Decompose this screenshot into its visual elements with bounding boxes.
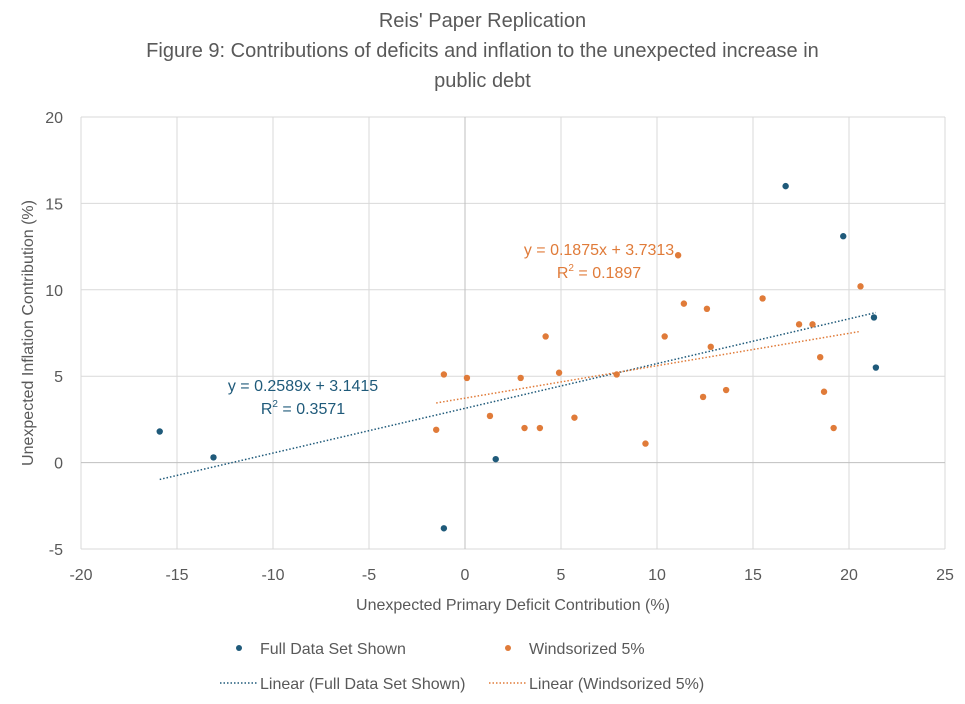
- data-point-full: [440, 525, 448, 532]
- data-point-windsorized: [674, 252, 682, 259]
- y-tick-label: 20: [45, 110, 63, 127]
- x-tick-label: 15: [744, 567, 762, 584]
- data-point-full: [782, 182, 789, 190]
- x-tick-label: 0: [461, 567, 470, 584]
- trendline-full: [159, 311, 877, 481]
- data-point-windsorized: [571, 414, 578, 421]
- data-point-windsorized: [817, 353, 824, 361]
- data-point-full: [840, 233, 847, 240]
- data-point-windsorized: [536, 424, 544, 432]
- x-tick-label: 10: [648, 567, 666, 584]
- r2-label-windsorized: R: [557, 265, 569, 282]
- legend-trend-windsorized: Linear (Windsorized 5%): [529, 676, 704, 693]
- y-tick-label: 0: [54, 456, 63, 473]
- data-point-windsorized: [463, 374, 471, 382]
- data-point-windsorized: [521, 424, 528, 432]
- x-tick-label: 5: [557, 567, 566, 584]
- data-point-windsorized: [820, 388, 828, 395]
- trend-equation-full-text: y = 0.2589x + 3.1415: [228, 378, 378, 395]
- data-point-full: [210, 454, 217, 461]
- r2-sup-windsorized: 2: [568, 263, 574, 274]
- y-tick-label: -5: [49, 542, 63, 559]
- data-point-windsorized: [759, 295, 766, 302]
- data-point-full: [492, 455, 499, 463]
- r2-value-full: = 0.3571: [278, 401, 345, 418]
- data-point-windsorized: [517, 374, 524, 382]
- data-point-windsorized: [433, 426, 440, 433]
- trendline-windsorized: [436, 330, 861, 404]
- y-tick-label: 10: [45, 283, 63, 300]
- data-point-windsorized: [830, 424, 837, 432]
- y-axis-label: Unexpected Inflation Contribution (%): [20, 200, 37, 466]
- data-point-windsorized: [642, 440, 649, 447]
- data-point-windsorized: [542, 333, 549, 340]
- r2-sup-full: 2: [272, 399, 278, 410]
- chart-title: Reis' Paper Replication: [378, 10, 587, 32]
- data-point-windsorized: [486, 412, 494, 420]
- trend-r2-full: R2 = 0.3571: [261, 399, 345, 418]
- x-tick-label: -10: [261, 567, 284, 584]
- data-point-full: [872, 364, 880, 371]
- trend-equation-windsorized: y = 0.1875x + 3.7313 R2 = 0.1897: [524, 242, 674, 282]
- legend-label-full: Full Data Set Shown: [260, 641, 406, 658]
- data-point-windsorized: [680, 300, 688, 307]
- data-point-windsorized: [699, 393, 707, 401]
- data-point-windsorized: [703, 305, 711, 313]
- data-point-windsorized: [555, 369, 563, 376]
- chart-subtitle-line1: Figure 9: Contributions of deficits and …: [146, 40, 819, 62]
- data-point-windsorized: [613, 371, 620, 378]
- data-point-full: [156, 428, 163, 435]
- legend-marker-full: [236, 645, 242, 651]
- r2-value-windsorized: = 0.1897: [574, 265, 641, 282]
- x-tick-label: -15: [165, 567, 188, 584]
- legend-trend-full: Linear (Full Data Set Shown): [260, 676, 465, 693]
- trend-equation-full: y = 0.2589x + 3.1415 R2 = 0.3571: [228, 378, 378, 418]
- data-point-windsorized: [661, 333, 668, 340]
- data-point-windsorized: [440, 371, 448, 378]
- r2-label-full: R: [261, 401, 273, 418]
- y-tick-label: 5: [54, 369, 63, 386]
- x-tick-label: 20: [840, 567, 858, 584]
- data-point-windsorized: [722, 386, 730, 394]
- x-axis-label: Unexpected Primary Deficit Contribution …: [356, 597, 670, 614]
- y-tick-label: 15: [45, 196, 63, 213]
- data-point-windsorized: [809, 321, 816, 328]
- legend-marker-windsorized: [505, 645, 511, 651]
- data-point-windsorized: [857, 283, 864, 290]
- data-point-windsorized: [795, 321, 803, 328]
- legend: Full Data Set Shown Windsorized 5% Linea…: [220, 641, 704, 693]
- legend-label-windsorized: Windsorized 5%: [529, 641, 645, 658]
- data-point-windsorized: [707, 343, 714, 351]
- x-tick-label: -5: [362, 567, 376, 584]
- trend-equation-windsorized-text: y = 0.1875x + 3.7313: [524, 242, 674, 259]
- trend-r2-windsorized: R2 = 0.1897: [557, 263, 641, 282]
- chart-subtitle-line2: public debt: [434, 70, 531, 92]
- x-tick-label: 25: [936, 567, 954, 584]
- x-tick-label: -20: [69, 567, 92, 584]
- data-point-full: [870, 314, 878, 321]
